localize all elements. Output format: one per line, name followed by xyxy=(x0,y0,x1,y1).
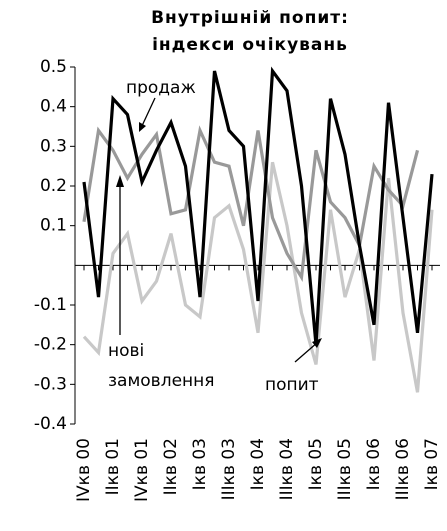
arrowhead xyxy=(312,338,322,348)
y-tick-label: 0.4 xyxy=(40,97,67,117)
x-tick-label: Iкв 04 xyxy=(248,438,268,490)
x-tick-label: IVкв 00 xyxy=(74,438,94,502)
annotation: попит xyxy=(265,375,319,395)
y-tick-label: -0.4 xyxy=(34,414,67,434)
arrowhead xyxy=(139,122,146,132)
x-tick-label: IVкв 01 xyxy=(132,438,152,502)
annotation: замовлення xyxy=(108,371,214,391)
plot: 0.5 0.4 0.3 0.2 0.1 -0.1 -0.2 -0.3 -0.4 IVкв 00 II… xyxy=(34,57,442,502)
arrow xyxy=(140,97,156,129)
arrow xyxy=(294,341,319,363)
x-tick-label: IIкв 02 xyxy=(161,438,181,495)
x-tick-label: Iкв 03 xyxy=(190,438,210,490)
annotation: нові xyxy=(108,341,144,361)
y-tick-label: 0.2 xyxy=(40,176,67,196)
x-tick-label: IIIкв 04 xyxy=(277,438,297,500)
y-tick-label: -0.2 xyxy=(34,335,67,355)
y-tick-label: -0.3 xyxy=(34,374,67,394)
x-tick-label: Iкв 05 xyxy=(306,438,326,490)
series-line xyxy=(82,125,420,283)
x-tick-label: IIIкв 06 xyxy=(393,438,413,500)
series-line xyxy=(82,66,434,345)
y-tick-label: -0.1 xyxy=(34,295,67,315)
x-tick-label: IIIкв 05 xyxy=(335,438,355,500)
annotation: продаж xyxy=(126,78,196,98)
x-tick-label: Iкв 06 xyxy=(364,438,384,490)
x-tick-label: Iкв 07 xyxy=(422,438,442,490)
y-tick-label: 0.1 xyxy=(40,216,67,236)
x-tick-label: IIIкв 03 xyxy=(219,438,239,500)
x-tick-label: IIкв 01 xyxy=(103,438,123,495)
series-line xyxy=(82,161,434,393)
chart-title: Внутрішній попит: xyxy=(151,8,349,28)
arrowhead xyxy=(116,175,124,187)
y-tick-label: 0.3 xyxy=(40,136,67,156)
y-tick-label: 0.5 xyxy=(40,57,67,77)
chart-subtitle: індекси очікувань xyxy=(152,35,348,55)
